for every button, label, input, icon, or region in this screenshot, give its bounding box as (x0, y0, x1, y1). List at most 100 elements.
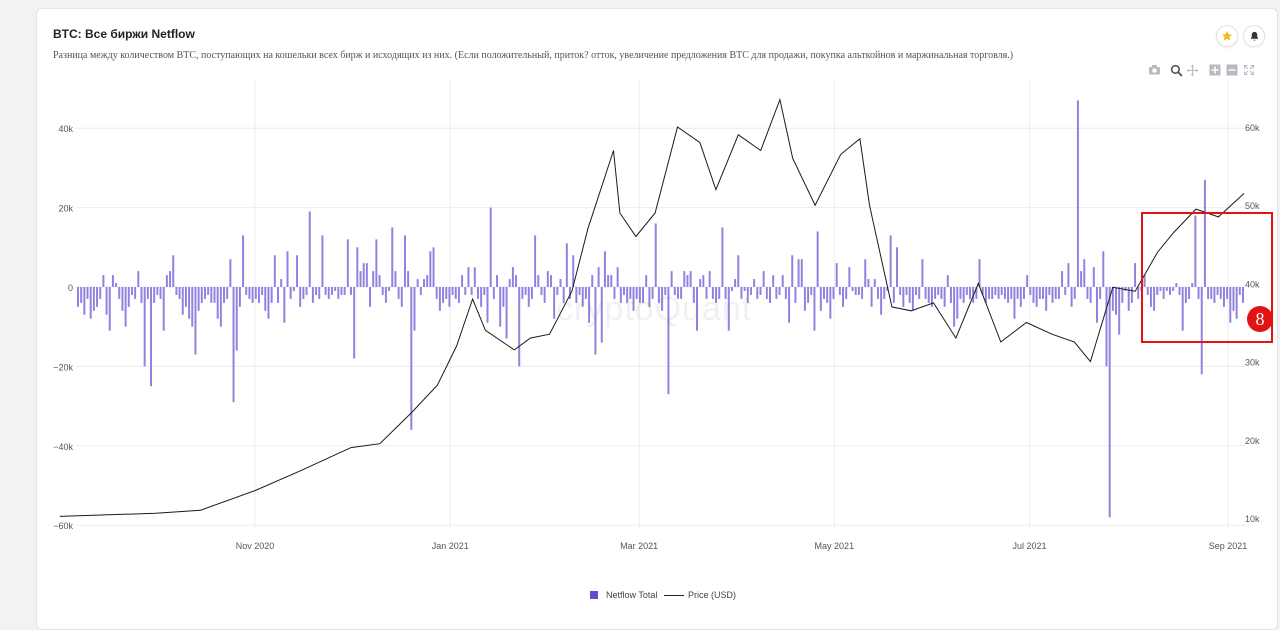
netflow-bar (673, 287, 676, 295)
legend-netflow[interactable]: Netflow Total (590, 590, 657, 600)
netflow-bar (1010, 287, 1013, 299)
netflow-bar (96, 287, 99, 307)
netflow-bar (1242, 287, 1244, 303)
netflow-bar (800, 259, 803, 287)
netflow-bar (102, 275, 105, 287)
netflow-bar (988, 287, 991, 299)
netflow-bar (969, 287, 971, 299)
netflow-bar (718, 287, 721, 299)
netflow-bar (505, 287, 508, 339)
legend-bar-swatch (590, 591, 598, 599)
netflow-bar (203, 287, 206, 299)
netflow-bar (248, 287, 251, 299)
netflow-bar (823, 287, 825, 299)
netflow-bar (1099, 287, 1102, 299)
netflow-bar (83, 287, 86, 315)
netflow-bar (470, 287, 473, 295)
netflow-bar (496, 275, 499, 287)
netflow-bar (981, 287, 984, 295)
netflow-bar (813, 287, 816, 331)
favorite-button[interactable] (1216, 25, 1238, 47)
netflow-bar (1203, 179, 1206, 287)
netflow-bar (216, 287, 219, 319)
netflow-bar (302, 287, 305, 299)
netflow-bar (845, 287, 848, 299)
netflow-bar (1070, 287, 1073, 307)
netflow-bar (902, 287, 905, 307)
netflow-bar (965, 287, 968, 295)
netflow-bar (607, 275, 610, 287)
netflow-bar (1188, 287, 1191, 299)
netflow-bar (232, 287, 235, 403)
autoscale-icon[interactable] (1243, 64, 1255, 76)
netflow-bar (111, 275, 114, 287)
netflow-bar (807, 287, 810, 303)
netflow-bar (270, 287, 273, 303)
netflow-bar (699, 279, 702, 287)
netflow-bar (219, 287, 222, 327)
netflow-bar (962, 287, 965, 303)
zoom-in-icon[interactable] (1209, 64, 1221, 76)
netflow-bar (1219, 287, 1222, 299)
netflow-bar (1064, 287, 1067, 295)
netflow-bar (1095, 287, 1098, 323)
netflow-bar (597, 267, 600, 287)
x-tick-label: Nov 2020 (236, 541, 275, 551)
netflow-bar (623, 287, 625, 295)
netflow-bar (461, 275, 464, 287)
netflow-bar (89, 287, 92, 319)
netflow-bar (743, 287, 746, 291)
netflow-bar (175, 287, 178, 295)
netflow-bar (172, 255, 175, 287)
netflow-bar (829, 287, 832, 319)
netflow-bar (432, 247, 435, 287)
right-axis-ticks: 60k 50k 40k 30k 20k 10k (1245, 123, 1260, 524)
netflow-bar (1181, 287, 1184, 331)
netflow-bar (1061, 271, 1064, 287)
netflow-bar (727, 287, 730, 331)
netflow-bar (207, 287, 210, 295)
netflow-bar (359, 271, 362, 287)
alert-button[interactable] (1243, 25, 1265, 47)
netflow-bar (1048, 287, 1051, 295)
netflow-bar (184, 287, 187, 307)
netflow-bar (676, 287, 679, 299)
netflow-bar (918, 287, 921, 299)
netflow-bar (826, 287, 829, 303)
netflow-bar (781, 275, 784, 287)
camera-icon[interactable] (1148, 64, 1161, 76)
netflow-bar (327, 287, 330, 299)
netflow-bar (124, 287, 127, 327)
netflow-bar (861, 287, 864, 299)
netflow-bar (937, 287, 940, 295)
netflow-bar (438, 287, 441, 311)
right-tick-label: 40k (1245, 279, 1260, 289)
x-axis-ticks: Nov 2020 Jan 2021 Mar 2021 May 2021 Jul 2021… (236, 541, 1248, 551)
left-tick-label: 0 (68, 283, 73, 293)
netflow-bar (118, 287, 121, 299)
netflow-bar (264, 287, 267, 311)
netflow-bar (451, 287, 454, 295)
bell-icon (1250, 31, 1258, 41)
netflow-chart[interactable]: 40k 20k 0 −20k −40k −60k 60k 50k 40k 30k 20k 10k N… (0, 0, 1280, 613)
netflow-bar (318, 287, 321, 299)
netflow-bar (756, 287, 759, 299)
right-tick-label: 50k (1245, 201, 1260, 211)
netflow-bar (642, 287, 645, 303)
zoom-out-icon[interactable] (1226, 64, 1238, 76)
netflow-bar (1026, 275, 1029, 287)
zoom-icon[interactable] (1170, 64, 1183, 77)
netflow-bar (372, 271, 375, 287)
netflow-bar (1003, 287, 1006, 299)
netflow-bar (378, 275, 381, 287)
star-icon (1222, 31, 1232, 41)
netflow-bar (880, 287, 883, 315)
netflow-bar (648, 287, 651, 307)
netflow-bar (486, 287, 489, 323)
pan-icon[interactable] (1186, 64, 1199, 77)
legend-price[interactable]: Price (USD) (664, 590, 736, 600)
netflow-bar (734, 279, 737, 287)
netflow-bar (1229, 287, 1232, 323)
netflow-bar (308, 211, 311, 287)
netflow-bar (943, 287, 946, 307)
